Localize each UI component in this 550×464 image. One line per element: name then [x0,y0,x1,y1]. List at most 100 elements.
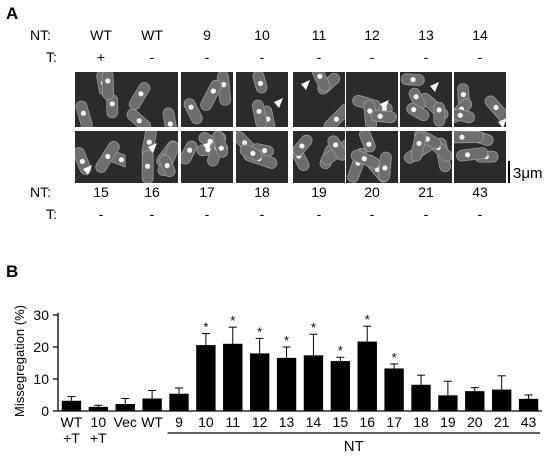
row2-t-label-0: - [98,206,104,222]
y-tick-label: 30 [33,307,49,323]
row2-nt-label-3: 18 [254,184,270,200]
arrowhead-icon [203,141,212,151]
arrowhead-icon [498,118,506,127]
micrograph-row1-7 [454,72,506,127]
bar [357,341,377,411]
row1-t-label-6: - [423,49,429,65]
x-tick-label: 13 [279,414,295,430]
x-tick-label: 15 [333,414,349,430]
row1-t-label-2: - [204,49,210,65]
x-tick-label: 17 [386,414,402,430]
significance-marker: * [203,320,208,335]
significance-marker: * [257,324,262,339]
significance-marker: * [365,312,370,327]
bar [142,398,162,411]
arrowhead-icon [274,98,283,108]
y-tick-label: 0 [41,403,49,419]
micrograph-row2-7 [454,131,506,183]
bar [276,357,297,411]
arrowhead-icon [380,100,389,110]
row1-nt-label-0: WT [90,27,112,43]
micrograph-row2-2 [181,131,233,183]
x-tick-label: 14 [306,414,322,430]
row2-nt-label-7: 43 [472,184,488,200]
row1-t-label-1: - [149,49,155,65]
bar [223,343,243,411]
bar [88,406,109,411]
x-tick-label: 18 [413,414,429,430]
bar [115,403,135,411]
row1-nt-label-6: 13 [418,27,434,43]
nt-group-label: NT [344,438,364,455]
micrograph-row1-6 [400,72,452,127]
row1-nt-label-4: 11 [311,27,327,43]
y-axis-title: Missegregation (%) [12,305,27,417]
bar [465,391,485,411]
row2-nt-label-2: 17 [199,184,215,200]
scale-bar-label: 3μm [513,165,543,182]
row1-nt-label: NT: [30,27,51,43]
bar [411,384,431,411]
x-tick-label: WT [141,414,163,430]
micrograph-row1-3 [236,72,288,127]
y-tick-label: 20 [33,339,49,355]
row1-t-label-3: - [259,49,265,65]
x-tick-label: 16 [359,414,375,430]
micrograph-row2-0 [75,131,127,183]
significance-marker: * [392,350,397,365]
micrograph-row1-4 [293,72,345,127]
bar [518,398,539,411]
x-tick-label: 11 [226,414,241,430]
row2-t-label-6: - [423,206,429,222]
significance-marker: * [230,313,235,328]
x-tick-label: 19 [440,414,456,430]
x-tick-label: 12 [252,414,268,430]
row1-t-label-7: - [477,49,483,65]
micrograph-row1-1 [126,72,178,127]
row2-nt-label-1: 16 [144,184,160,200]
row2-nt-label-5: 20 [364,184,380,200]
x-tick-label: 10 [198,414,214,430]
x-tick-label: WT [61,414,83,430]
bar [330,361,351,411]
micrograph-row2-1 [126,131,178,183]
micrograph-row2-6 [400,131,452,183]
bar [61,400,82,411]
row2-t-label-5: - [369,206,375,222]
row1-nt-label-3: 10 [254,27,270,43]
micrograph-row2-4 [293,131,345,183]
row2-t-label-1: - [149,206,155,222]
row1-t-label-4: - [316,49,322,65]
bar [438,395,458,411]
panel-a-letter: A [6,4,19,23]
row1-nt-label-2: 9 [203,27,211,43]
row1-t-label-0: + [96,49,106,65]
x-tick-label: 10 [91,414,107,430]
micrograph-row1-5 [346,72,398,127]
x-tick-label: 20 [467,414,483,430]
row1-t-label: T: [46,49,57,65]
bar [196,345,216,411]
x-tick-label: Vec [114,414,137,430]
y-tick-label: 10 [33,371,49,387]
row2-nt-label-4: 19 [311,184,327,200]
x-tick-label-sub: +T [90,430,107,446]
row2-t-label-3: - [259,206,265,222]
row2-t-label-7: - [477,206,483,222]
row2-nt-label-0: 15 [93,184,109,200]
micrograph-row1-0 [75,72,127,127]
row1-t-label-5: - [369,49,375,65]
micrograph-row1-2 [181,72,233,127]
row1-nt-label-1: WT [141,27,163,43]
x-tick-label: 9 [175,414,183,430]
bar [249,353,270,411]
significance-marker: * [338,343,343,358]
bar [491,389,512,411]
row1-nt-label-7: 14 [472,27,488,43]
panel-b-letter: B [6,262,19,281]
bar [384,368,404,411]
row2-t-label-4: - [316,206,322,222]
arrowhead-icon [430,82,439,92]
arrowhead-icon [83,165,92,175]
